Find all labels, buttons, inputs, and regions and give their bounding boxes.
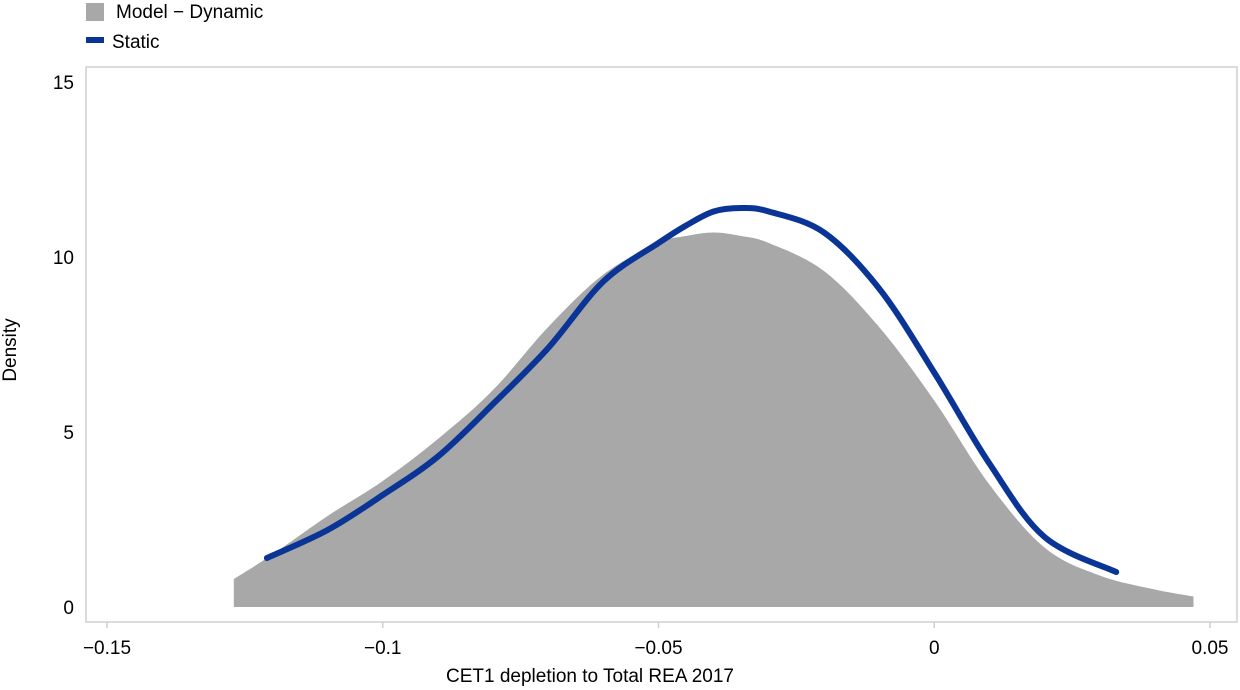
y-tick-label: 10	[53, 248, 74, 269]
legend-label-dynamic: Model − Dynamic	[116, 2, 263, 23]
x-tick-label: −0.1	[364, 638, 402, 659]
series-area-dynamic	[233, 232, 1194, 607]
y-tick-label: 15	[53, 73, 74, 94]
legend: Model − Dynamic Static	[86, 2, 263, 53]
legend-swatch-static	[86, 37, 104, 43]
legend-swatch-dynamic	[86, 3, 104, 21]
x-axis-title: CET1 depletion to Total REA 2017	[446, 666, 734, 687]
series-line-static	[263, 204, 1120, 575]
x-tick-label: −0.05	[634, 638, 682, 659]
x-tick-label: 0	[929, 638, 940, 659]
series-layer	[233, 204, 1194, 607]
legend-label-static: Static	[112, 32, 160, 53]
x-axis: −0.15 −0.1 −0.05 0 0.05	[83, 622, 1229, 659]
y-axis-title: Density	[0, 318, 21, 382]
y-tick-label: 0	[63, 598, 74, 619]
plot-frame	[85, 66, 1238, 623]
x-tick-label: 0.05	[1192, 638, 1229, 659]
x-tick-label: −0.15	[83, 638, 131, 659]
y-axis: 0 5 10 15	[53, 73, 74, 619]
y-tick-label: 5	[63, 423, 74, 444]
